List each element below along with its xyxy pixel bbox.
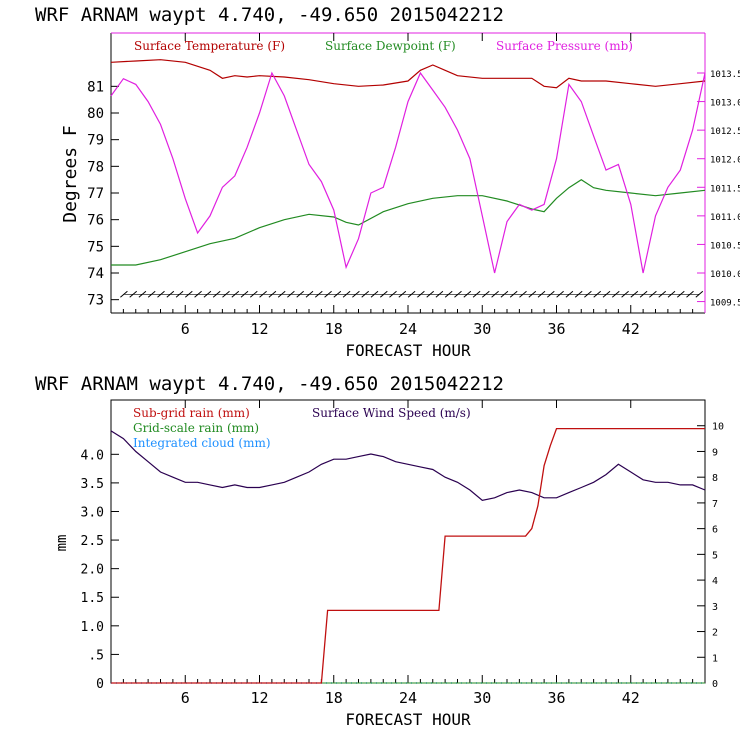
legend-surface-wind-speed: Surface Wind Speed (m/s)	[312, 406, 471, 420]
top-y2-tick-label-5: 1012.0	[710, 156, 740, 166]
wind-barbs-row	[120, 290, 704, 298]
bottom-x-tick-label-18: 18	[325, 689, 343, 707]
bottom-y-tick-label-2: 1.0	[81, 620, 104, 635]
legend-surface-dewpoint: Surface Dewpoint (F)	[325, 39, 456, 53]
top-y2-tick-label-4: 1011.5	[710, 184, 740, 194]
top-y2-tick-label-3: 1011.0	[710, 213, 740, 223]
rain-wind-panel: WRF ARNAM waypt 4.740, -49.650 201504221…	[35, 373, 724, 729]
top-y-tick-label-80: 80	[87, 106, 104, 122]
top-x-tick-label-12: 12	[250, 320, 268, 338]
bottom-y2-tick-label-3: 3	[712, 602, 718, 613]
bottom-y-tick-label-5: 2.5	[81, 534, 104, 549]
surface-temperature-line	[110, 59, 706, 89]
top-y-tick-label-74: 74	[87, 266, 104, 282]
surface-dewpoint-line	[111, 178, 706, 266]
top-y2-tick-label-8: 1013.5	[710, 70, 740, 80]
top-y-tick-label-78: 78	[87, 159, 104, 175]
bottom-y-tick-label-0: 0	[96, 677, 104, 692]
bottom-y2-tick-label-7: 7	[712, 499, 718, 510]
top-y-tick-label-75: 75	[87, 239, 104, 255]
bottom-y2-tick-label-5: 5	[712, 550, 718, 561]
bottom-y-ticks: 0 .5 1.0 1.5 2.0 2.5 3.0 3.5 4.0	[81, 448, 119, 692]
top-x-tick-label-30: 30	[473, 320, 491, 338]
legend-grid-scale-rain: Grid-scale rain (mm)	[133, 421, 259, 435]
top-y-ticks: 73 74 75 76 77 78 79 80 81	[87, 79, 119, 309]
bottom-y-tick-label-3: 1.5	[81, 591, 104, 606]
bottom-chart-title: WRF ARNAM waypt 4.740, -49.650 201504221…	[35, 373, 504, 395]
top-x-tick-label-6: 6	[181, 320, 190, 338]
bottom-y2-tick-label-0: 0	[712, 679, 718, 690]
bottom-y2-tick-label-6: 6	[712, 525, 718, 536]
surface-wind-speed-line	[110, 430, 706, 501]
top-x-tick-label-42: 42	[622, 320, 640, 338]
bottom-x-tick-label-6: 6	[181, 689, 190, 707]
top-x-axis-label: FORECAST HOUR	[345, 341, 471, 360]
top-y2-tick-label-0: 1009.5	[710, 299, 740, 309]
top-chart-title: WRF ARNAM waypt 4.740, -49.650 201504221…	[35, 4, 504, 26]
top-y2-tick-label-6: 1012.5	[710, 127, 740, 137]
legend-integrated-cloud: Integrated cloud (mm)	[133, 436, 271, 450]
legend-surface-pressure: Surface Pressure (mb)	[496, 39, 633, 53]
top-y2-tick-label-1: 1010.0	[710, 270, 740, 280]
bottom-y2-tick-label-2: 2	[712, 628, 718, 639]
bottom-y2-tick-label-1: 1	[712, 653, 718, 664]
bottom-y2-ticks: 0 1 2 3 4 5 6 7 8 9 10	[697, 422, 724, 690]
top-y-tick-label-73: 73	[87, 293, 104, 309]
bottom-x-tick-label-24: 24	[399, 689, 417, 707]
bottom-x-tick-label-42: 42	[622, 689, 640, 707]
bottom-y2-tick-label-8: 8	[712, 473, 718, 484]
top-x-tick-label-18: 18	[325, 320, 343, 338]
bottom-y2-tick-label-9: 9	[712, 447, 718, 458]
surface-pressure-line	[110, 71, 706, 274]
bottom-y-tick-label-7: 3.5	[81, 477, 104, 492]
bottom-y-tick-label-4: 2.0	[81, 563, 104, 578]
bottom-y-tick-label-6: 3.0	[81, 505, 104, 520]
legend-sub-grid-rain: Sub-grid rain (mm)	[133, 406, 250, 420]
top-y-tick-label-79: 79	[87, 133, 104, 149]
bottom-y2-tick-label-10: 10	[712, 422, 724, 433]
top-y2-tick-label-2: 1010.5	[710, 241, 740, 251]
top-y2-tick-label-7: 1013.0	[710, 99, 740, 109]
top-y-tick-label-77: 77	[87, 186, 104, 202]
top-y2-ticks: 1009.5 1010.0 1010.5 1011.0 1011.5 1012.0 1012…	[697, 70, 740, 309]
top-y-tick-label-81: 81	[87, 79, 104, 95]
bottom-y2-tick-label-4: 4	[712, 576, 718, 587]
top-x-ticks: 6 12 18 24 30 36 42	[122, 33, 694, 338]
bottom-y-tick-label-1: .5	[88, 648, 104, 663]
sub-grid-rain-line	[111, 427, 705, 684]
bottom-x-axis-label: FORECAST HOUR	[345, 710, 471, 729]
bottom-x-ticks: 6 12 18 24 30 36 42	[122, 400, 694, 707]
temperature-pressure-panel: WRF ARNAM waypt 4.740, -49.650 201504221…	[35, 4, 740, 360]
top-y-axis-label: Degrees F	[60, 125, 81, 223]
bottom-y-axis-label: mm	[54, 535, 70, 552]
legend-surface-temperature: Surface Temperature (F)	[134, 39, 285, 53]
top-y-tick-label-76: 76	[87, 213, 104, 229]
top-x-tick-label-24: 24	[399, 320, 417, 338]
bottom-y-tick-label-8: 4.0	[81, 448, 104, 463]
bottom-x-tick-label-12: 12	[250, 689, 268, 707]
bottom-x-tick-label-36: 36	[547, 689, 565, 707]
top-x-tick-label-36: 36	[547, 320, 565, 338]
bottom-x-tick-label-30: 30	[473, 689, 491, 707]
